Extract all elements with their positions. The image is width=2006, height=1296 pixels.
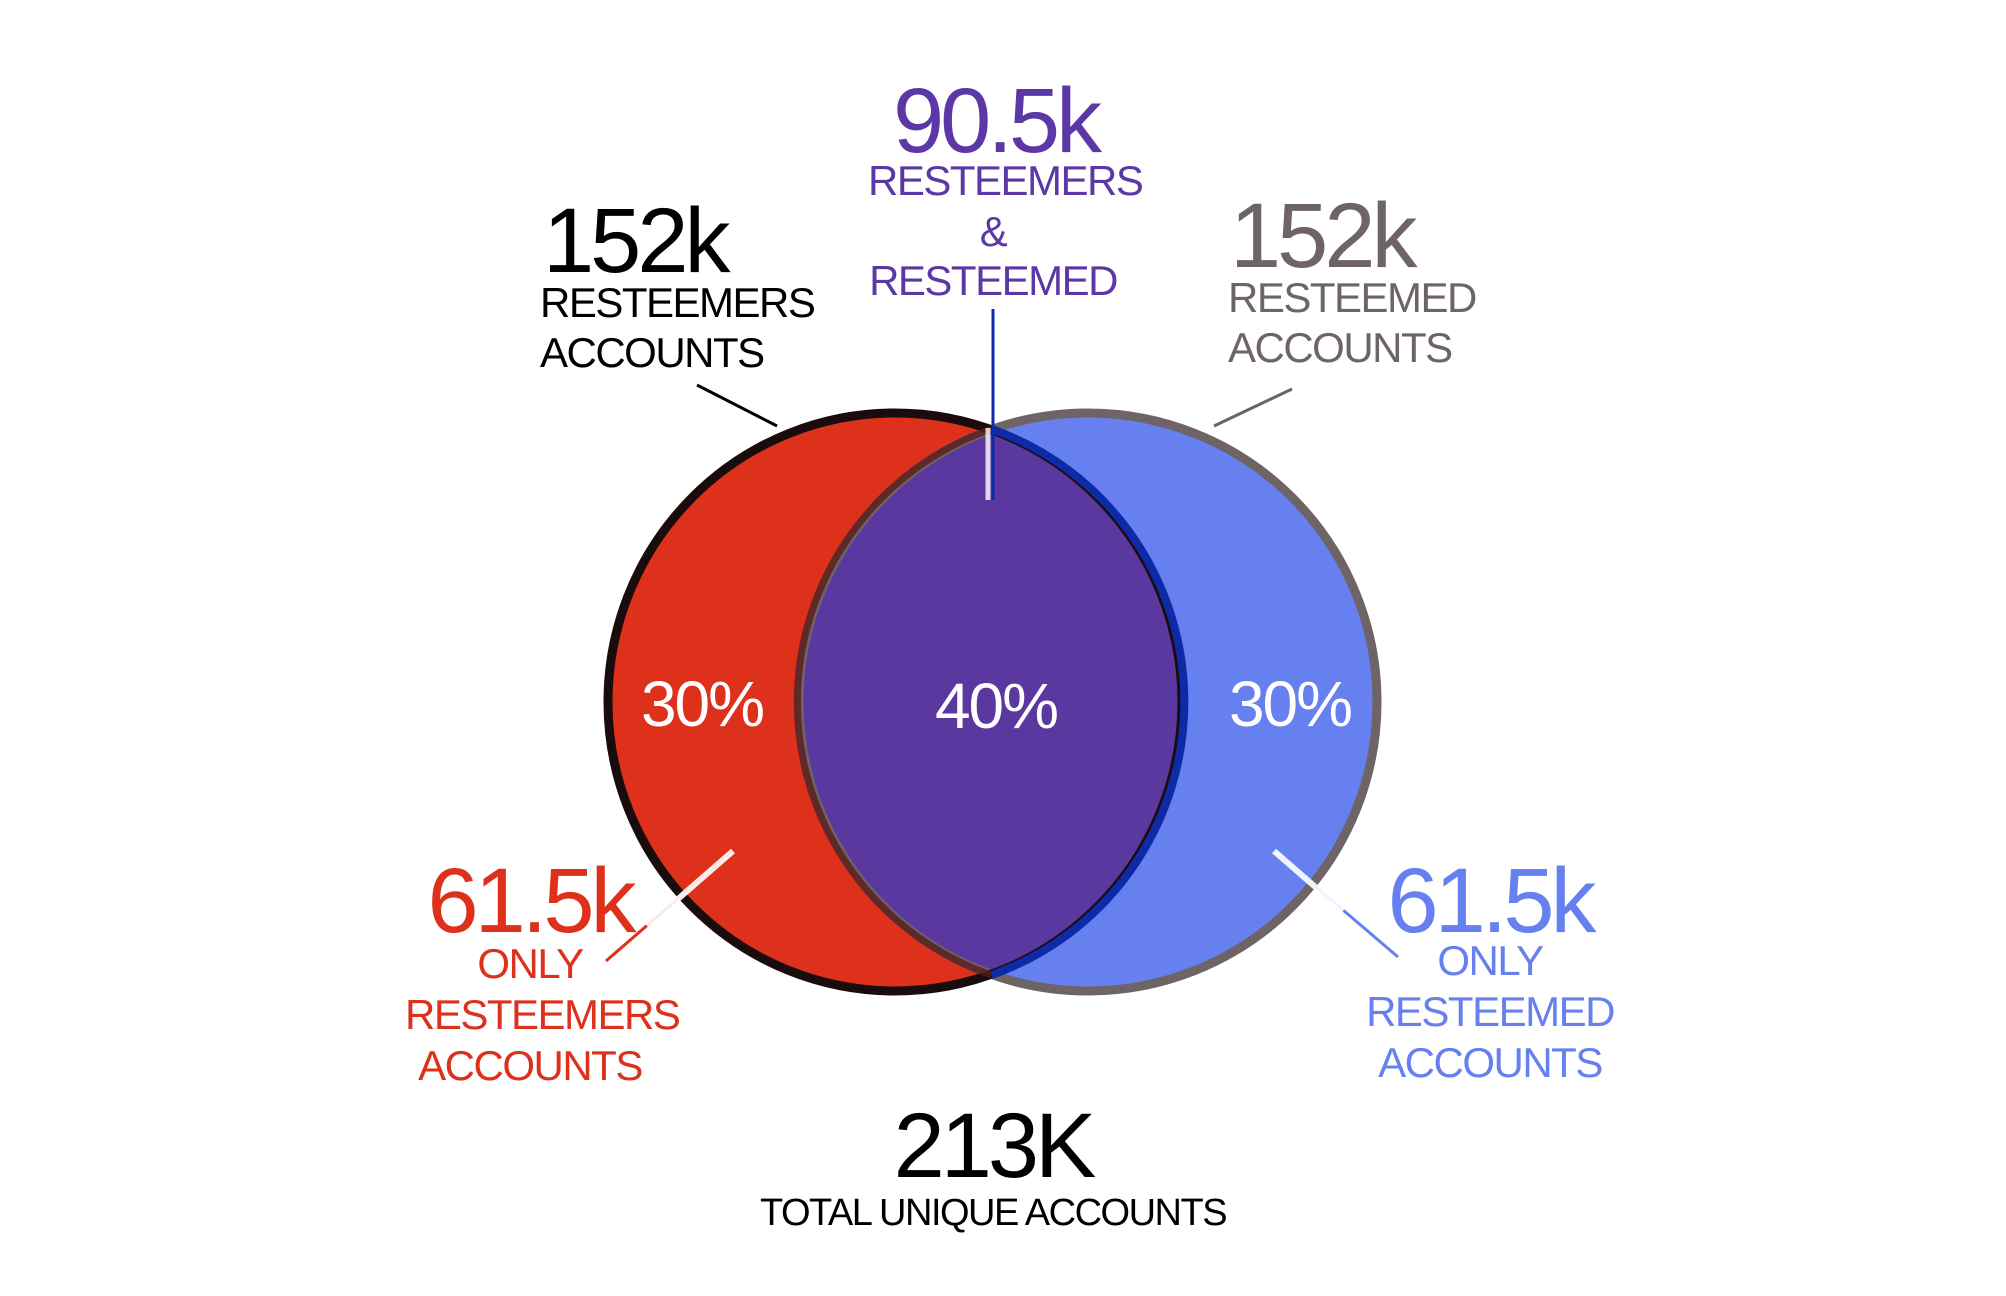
total-label: TOTAL UNIQUE ACCOUNTS xyxy=(759,1192,1228,1234)
overlap-percent: 40% xyxy=(934,670,1059,742)
overlap-value: 90.5k xyxy=(893,70,1102,172)
resteemed-label-line2: ACCOUNTS xyxy=(1228,324,1453,371)
only-resteemed-value: 61.5k xyxy=(1387,850,1596,952)
only-resteemers-leader-highlight xyxy=(645,848,735,929)
overlap-left-arc xyxy=(793,425,993,979)
only-resteemers-value: 61.5k xyxy=(427,850,636,952)
overlap-label-line1: RESTEEMERS xyxy=(868,157,1144,204)
only-resteemers-label-line1: ONLY xyxy=(477,940,584,987)
only-resteemers-label-line2: RESTEEMERS xyxy=(405,991,681,1038)
total-value: 213K xyxy=(893,1095,1097,1197)
only-resteemed-label-line1: ONLY xyxy=(1437,937,1544,984)
resteemed-value: 152k xyxy=(1230,185,1417,287)
only-resteemers-label-line3: ACCOUNTS xyxy=(418,1042,643,1089)
overlap-label-line3: RESTEEMED xyxy=(869,257,1118,304)
overlap-label-line2: & xyxy=(979,208,1008,255)
resteemers-value: 152k xyxy=(543,190,730,292)
resteemed-leader-line xyxy=(1213,387,1293,428)
only-resteemed-percent: 30% xyxy=(1228,668,1353,740)
overlap-right-arc xyxy=(990,425,1189,979)
only-resteemers-percent: 30% xyxy=(640,668,765,740)
resteemers-leader-line xyxy=(696,383,778,428)
only-resteemed-leader-highlight xyxy=(1272,848,1345,914)
only-resteemed-label-line3: ACCOUNTS xyxy=(1378,1039,1603,1086)
overlap-region xyxy=(795,409,1186,995)
only-resteemed-label-line2: RESTEEMED xyxy=(1366,988,1615,1035)
resteemers-label-line1: RESTEEMERS xyxy=(540,279,816,326)
resteemers-label-line2: ACCOUNTS xyxy=(540,329,765,376)
resteemed-label-line1: RESTEEMED xyxy=(1228,274,1477,321)
